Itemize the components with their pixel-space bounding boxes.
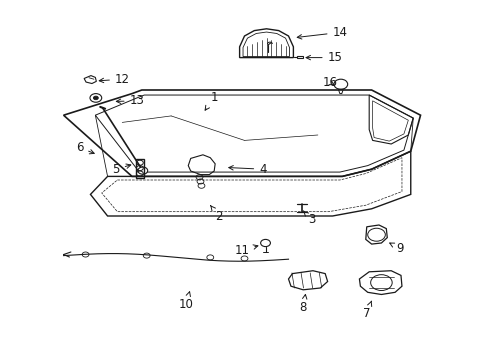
Text: 1: 1 [204,91,217,110]
Text: 6: 6 [76,141,94,154]
Circle shape [93,96,98,100]
Text: 12: 12 [99,73,130,86]
Text: 7: 7 [362,301,371,320]
Text: 15: 15 [305,51,342,64]
Text: 3: 3 [303,211,315,226]
Text: 2: 2 [210,206,222,222]
Text: 14: 14 [297,26,347,39]
Text: 9: 9 [389,242,403,255]
Text: 10: 10 [178,292,193,311]
Text: 5: 5 [112,163,130,176]
Text: 11: 11 [234,244,257,257]
Text: 8: 8 [299,294,306,314]
Text: 16: 16 [322,76,337,89]
Circle shape [138,167,147,174]
Text: 4: 4 [228,163,266,176]
Text: 13: 13 [116,94,144,107]
